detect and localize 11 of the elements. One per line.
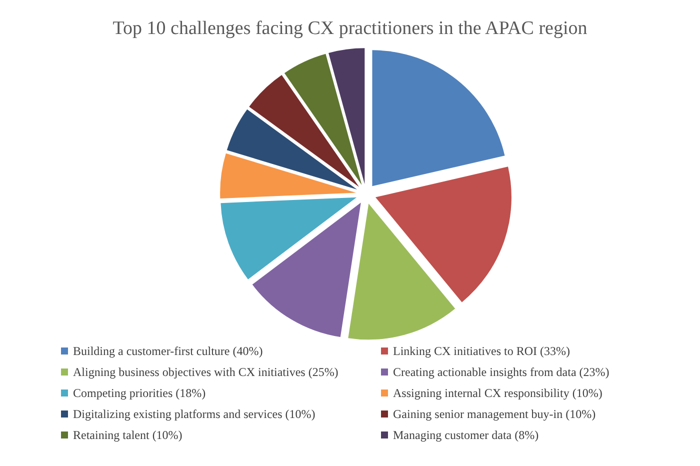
legend-label: Retaining talent (10%) [73,428,182,442]
legend-label: Aligning business objectives with CX initiatives (25%) [73,365,338,379]
legend-label: Creating actionable insights from data (23%) [393,365,610,379]
legend-label: Building a customer-first culture (40%) [73,344,263,358]
legend-label: Linking CX initiatives to ROI (33%) [393,344,570,358]
legend-label: Competing priorities (18%) [73,386,206,400]
legend-label: Digitalizing existing platforms and services (10%) [73,407,316,421]
legend-label: Gaining senior management buy-in (10%) [393,407,596,421]
chart-title: Top 10 challenges facing CX practitioners in the APAC region [112,18,588,39]
legend-label: Managing customer data (8%) [393,428,539,442]
legend-label: Assigning internal CX responsibility (10%) [393,386,602,400]
